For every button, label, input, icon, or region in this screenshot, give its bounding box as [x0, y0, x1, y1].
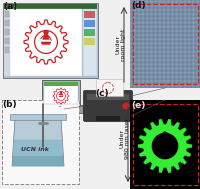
Circle shape	[60, 92, 62, 93]
Text: (d): (d)	[130, 1, 145, 10]
Text: (a): (a)	[3, 2, 17, 11]
Circle shape	[162, 132, 167, 137]
Bar	[84, 20, 95, 27]
FancyBboxPatch shape	[96, 80, 123, 97]
Bar	[129, 100, 200, 189]
Bar	[84, 11, 95, 18]
Circle shape	[15, 5, 17, 8]
Bar	[42, 80, 80, 106]
Polygon shape	[59, 96, 63, 97]
Polygon shape	[137, 119, 191, 173]
Bar	[132, 4, 197, 84]
Bar	[84, 29, 95, 36]
Text: (b): (b)	[2, 100, 17, 109]
Polygon shape	[159, 145, 169, 147]
Polygon shape	[12, 118, 64, 166]
Text: UCN ink: UCN ink	[21, 147, 49, 152]
Bar	[4, 4, 97, 9]
Bar	[10, 114, 66, 120]
Polygon shape	[12, 140, 64, 166]
Polygon shape	[161, 137, 168, 142]
Bar	[4, 9, 10, 76]
Bar	[5, 47, 9, 53]
Bar	[10, 9, 82, 76]
Bar	[5, 20, 9, 26]
Text: Under
room light: Under room light	[115, 29, 126, 61]
Bar	[3, 3, 98, 78]
Circle shape	[5, 5, 7, 8]
Bar	[5, 11, 9, 17]
Circle shape	[43, 30, 48, 35]
Text: (e): (e)	[130, 101, 145, 110]
Circle shape	[151, 132, 178, 160]
Circle shape	[10, 5, 12, 8]
Polygon shape	[41, 42, 51, 44]
Bar	[2, 100, 79, 184]
Bar	[44, 82, 78, 86]
FancyBboxPatch shape	[38, 105, 83, 114]
Circle shape	[122, 102, 129, 109]
Bar	[44, 82, 78, 104]
Text: Under
980 nm laser: Under 980 nm laser	[119, 117, 130, 159]
FancyBboxPatch shape	[83, 91, 132, 122]
Bar	[132, 104, 197, 185]
Polygon shape	[60, 93, 62, 95]
Bar	[5, 29, 9, 35]
Text: (c): (c)	[95, 89, 108, 98]
Bar	[96, 116, 119, 121]
Bar	[84, 38, 95, 45]
Polygon shape	[43, 35, 49, 39]
Bar	[87, 94, 128, 100]
Bar	[5, 38, 9, 44]
Bar	[83, 9, 97, 76]
Polygon shape	[12, 156, 64, 166]
